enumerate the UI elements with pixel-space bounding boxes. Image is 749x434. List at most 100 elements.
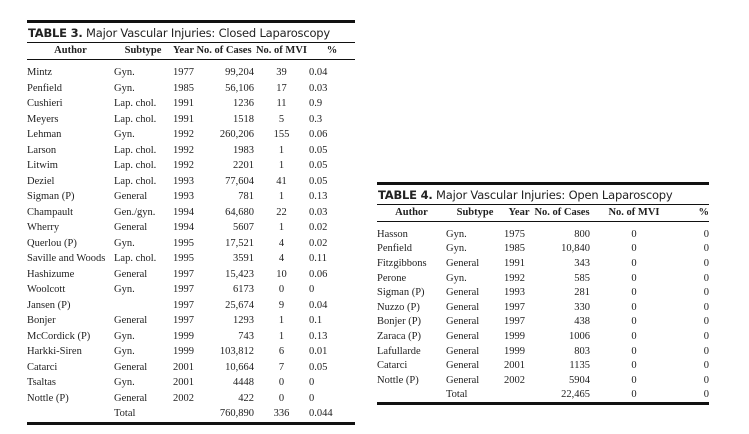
cell-mvi: 0 (278, 377, 285, 389)
table-row: Penfield Gyn. 1985 56,106 17 0.03 (27, 81, 355, 97)
cell-cases: 5607 (233, 222, 254, 234)
table-row: Querlou (P) Gyn. 1995 17,521 4 0.02 (27, 236, 355, 252)
cell-cases: 10,840 (561, 243, 590, 255)
cell-year: 1997 (173, 299, 194, 311)
cell-percent: 0 (703, 257, 709, 269)
cell-author: Nottle (P) (377, 374, 419, 386)
header-row: Author Subtype Year No. of Cases No. of MVI% (377, 205, 709, 222)
data-table: Author Subtype Year No. of Cases No. of MVI%… (377, 205, 709, 406)
cell-author: Meyers (27, 113, 59, 125)
column-header-subtype: Subtype (114, 43, 172, 60)
table-row: Tsaltas Gyn. 2001 4448 0 0 (27, 375, 355, 391)
cell-subtype: General (446, 374, 480, 386)
data-table: Author Subtype Year No. of Cases No. of MVI%… (27, 43, 355, 425)
cell-author (377, 388, 446, 404)
cell-cases: 103,812 (219, 346, 254, 358)
cell-cases: 15,423 (225, 268, 254, 280)
cell-subtype: General (446, 316, 480, 328)
table-row: Saville and Woods Lap. chol. 1995 3591 4 0.11 (27, 251, 355, 267)
cell-percent: 0.3 (309, 113, 323, 125)
cell-subtype: Gyn. (114, 129, 135, 141)
cell-year: 1995 (173, 253, 194, 265)
cell-cases: 4448 (233, 377, 254, 389)
cell-author: Jansen (P) (27, 299, 71, 311)
column-header-author: Author (377, 205, 446, 222)
cell-author: Bonjer (27, 315, 56, 327)
cell-year: 1977 (173, 67, 194, 79)
table-row: Penfield Gyn. 1985 10,840 0 0 (377, 242, 709, 257)
cell-subtype: General (114, 361, 148, 373)
cell-cases: 10,664 (225, 361, 254, 373)
cell-percent: 0 (703, 272, 709, 284)
cell-cases: 56,106 (225, 82, 254, 94)
total-row: Total 760,890 336 0.044 (27, 406, 355, 423)
cell-percent: 0.13 (309, 191, 328, 203)
column-header-percent: % (678, 205, 709, 222)
cell-author: Harkki-Siren (27, 346, 82, 358)
table-3: TABLE 3. Major Vascular Injuries: Closed… (27, 20, 355, 425)
cell-author: McCordick (P) (27, 330, 91, 342)
cell-year (504, 388, 534, 404)
table-label: TABLE 4. (378, 188, 433, 202)
table-row: Nottle (P) General 2002 422 0 0 (27, 391, 355, 407)
cell-percent: 0.11 (309, 253, 327, 265)
cell-cases: 25,674 (225, 299, 254, 311)
cell-mvi: 22 (276, 206, 287, 218)
cell-mvi: 11 (276, 98, 287, 110)
cell-author: Lafullarde (377, 345, 421, 357)
cell-percent: 0.02 (309, 237, 328, 249)
cell-year: 1999 (173, 330, 194, 342)
cell-author: Catarci (27, 361, 58, 373)
cell-mvi: 7 (278, 361, 285, 373)
cell-year: 1997 (173, 284, 194, 296)
cell-cases: 781 (238, 191, 254, 203)
cell-cases: 1135 (569, 360, 590, 372)
cell-mvi: 1 (278, 330, 285, 342)
cell-cases: 743 (238, 330, 254, 342)
table-label: TABLE 3. (28, 26, 83, 40)
cell-mvi: 0 (631, 301, 637, 313)
cell-mvi: 1 (278, 160, 285, 172)
cell-author: Lehman (27, 129, 62, 141)
cell-author: Bonjer (P) (377, 316, 422, 328)
cell-mvi: 17 (276, 82, 287, 94)
cell-cases: 1293 (233, 315, 254, 327)
cell-percent: 0 (703, 360, 709, 372)
cell-mvi: 336 (273, 408, 290, 420)
cell-percent: 0 (309, 284, 315, 296)
cell-cases: 760,890 (219, 408, 254, 420)
cell-mvi: 0 (631, 345, 637, 357)
table-row: Cushieri Lap. chol. 1991 1236 11 0.9 (27, 96, 355, 112)
table-caption: TABLE 3. Major Vascular Injuries: Closed… (27, 23, 355, 43)
cell-percent: 0.1 (309, 315, 323, 327)
cell-percent: 0.05 (309, 175, 328, 187)
cell-percent: 0 (703, 301, 709, 313)
cell-percent: 0.06 (309, 268, 328, 280)
cell-subtype: General (114, 222, 148, 234)
cell-cases: 260,206 (219, 129, 254, 141)
column-header-percent: % (309, 43, 355, 60)
cell-subtype: Gyn. (114, 67, 135, 79)
column-header-year: Year (504, 205, 534, 222)
cell-author: Penfield (27, 82, 62, 94)
cell-author: Perone (377, 272, 407, 284)
cell-percent: 0 (703, 243, 709, 255)
cell-year: 1992 (173, 160, 194, 172)
cell-author: Wherry (27, 222, 60, 234)
table-row: Wherry General 1994 5607 1 0.02 (27, 220, 355, 236)
cell-subtype: Gyn. (114, 82, 135, 94)
cell-mvi: 6 (278, 346, 285, 358)
cell-subtype: Gyn. (114, 237, 135, 249)
table-row: Woolcott Gyn. 1997 6173 0 0 (27, 282, 355, 298)
cell-cases: 1518 (233, 113, 254, 125)
cell-cases: 422 (238, 392, 254, 404)
cell-year: 1975 (504, 228, 525, 240)
cell-cases: 1236 (233, 98, 254, 110)
table-row: Meyers Lap. chol. 1991 1518 5 0.3 (27, 112, 355, 128)
cell-cases: 22,465 (561, 389, 590, 401)
table-row: Catarci General 2001 1135 0 0 (377, 358, 709, 373)
cell-percent: 0.13 (309, 330, 328, 342)
table-4: TABLE 4. Major Vascular Injuries: Open L… (377, 182, 709, 406)
cell-percent: 0 (703, 316, 709, 328)
table-row: Zaraca (P) General 1999 1006 0 0 (377, 329, 709, 344)
